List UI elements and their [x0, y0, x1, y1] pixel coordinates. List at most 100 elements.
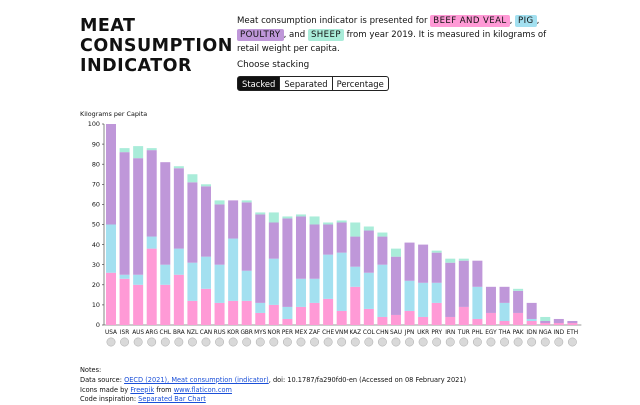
bar-poultry-tur [458, 260, 469, 307]
x-tick-label: GBR [240, 330, 253, 336]
bar-pig-vnm [336, 252, 347, 311]
x-tick-label: RUS [214, 330, 226, 336]
flag-icon-kor [228, 337, 238, 347]
x-tick-label: ISR [120, 330, 129, 336]
x-tick-label: EGY [485, 330, 497, 336]
bar-sheep-kaz [350, 222, 361, 237]
bar-sheep-gbr [241, 200, 252, 203]
bar-poultry-phl [472, 260, 483, 287]
bar-beef-phl [472, 318, 483, 325]
tag-beef: BEEF AND VEAL [430, 15, 510, 27]
y-tick-label: 0 [96, 321, 100, 329]
x-tick-label: USA [105, 330, 117, 336]
flag-icon-mys [255, 337, 265, 347]
x-tick-label: ETH [567, 330, 579, 336]
bar-beef-mys [255, 312, 266, 325]
flag-icon-nga [540, 337, 550, 347]
x-tick-label: COL [363, 330, 376, 336]
bar-beef-vnm [336, 310, 347, 325]
bar-pig-mys [255, 302, 266, 313]
x-tick-label: IND [554, 330, 565, 336]
flag-icon-nzl [188, 337, 197, 347]
x-tick-label: CHE [322, 330, 334, 336]
notes-heading: Notes: [80, 366, 102, 374]
bar-sheep-zaf [309, 216, 320, 225]
oecd-source-link[interactable]: OECD (2021), Meat consumption (indicator… [124, 375, 269, 384]
bar-sheep-bra [173, 166, 184, 169]
flag-icon-usa [106, 337, 116, 347]
bar-beef-nor [268, 304, 279, 325]
percentage-button[interactable]: Percentage [332, 76, 389, 91]
flag-icon-idn [527, 337, 537, 347]
x-tick-label: CAN [200, 330, 212, 336]
bar-pig-usa [106, 224, 116, 273]
flag-icon-jpn [405, 337, 414, 347]
bar-pig-pry [431, 282, 442, 303]
bar-beef-isr [119, 278, 130, 325]
bar-poultry-arg [146, 150, 157, 237]
bar-poultry-gbr [241, 202, 252, 271]
flag-icon-pry [432, 337, 442, 347]
x-tick-label: VNM [335, 330, 348, 336]
stacked-button[interactable]: Stacked [237, 76, 281, 91]
bar-beef-zaf [309, 302, 320, 325]
bar-poultry-usa [106, 124, 116, 225]
flag-icon-aus [133, 337, 143, 347]
bar-beef-rus [214, 302, 225, 325]
icons-mid: from [154, 385, 174, 394]
code-inspiration-link[interactable]: Separated Bar Chart [138, 395, 206, 404]
y-tick-label: 50 [92, 221, 100, 229]
x-tick-label: CHN [376, 330, 389, 336]
bar-beef-col [363, 308, 374, 325]
bar-beef-ukr [418, 316, 429, 325]
bar-poultry-chl [160, 162, 171, 265]
x-tick-label: NZL [187, 330, 199, 336]
freepik-link[interactable]: Freepik [130, 385, 155, 394]
bar-poultry-nzl [187, 182, 198, 263]
bar-beef-nga [540, 322, 551, 325]
bar-poultry-tha [499, 286, 510, 303]
bar-beef-che [323, 298, 334, 325]
bar-beef-bra [173, 274, 184, 325]
title-line-3: INDICATOR [80, 56, 193, 76]
intro-text: Meat consumption indicator is presented … [237, 14, 567, 56]
flag-icon-col [364, 337, 374, 347]
flag-icon-phl [472, 337, 482, 347]
flag-icon-mex [296, 337, 306, 347]
x-tick-label: KOR [227, 330, 239, 336]
bar-poultry-sau [390, 256, 401, 315]
bar-beef-irn [445, 316, 456, 325]
bar-poultry-can [200, 186, 211, 257]
flag-icon-ukr [418, 337, 428, 347]
bar-poultry-rus [214, 204, 225, 265]
bar-beef-mex [295, 306, 306, 325]
intro-part-1: Meat consumption indicator is presented … [237, 16, 431, 26]
bar-beef-can [200, 288, 211, 325]
flag-icon-per [283, 337, 292, 347]
bar-pig-che [323, 254, 334, 299]
bar-sheep-nor [268, 212, 279, 223]
bar-beef-tha [499, 320, 510, 325]
y-tick-label: 40 [92, 241, 100, 249]
bar-pig-phl [472, 286, 483, 319]
flag-icon-che [323, 337, 333, 347]
flaticon-link[interactable]: www.flaticon.com [173, 385, 232, 394]
x-tick-label: NGA [539, 330, 552, 336]
bar-sheep-irn [445, 258, 456, 263]
bar-sheep-mys [255, 212, 266, 215]
flag-icon-rus [215, 337, 224, 347]
stacking-toggle: Stacked Separated Percentage [237, 76, 389, 91]
bar-pig-col [363, 272, 374, 309]
intro-part-4: , and [283, 30, 308, 40]
bar-sheep-can [200, 184, 211, 187]
flag-icon-bra [174, 337, 184, 347]
title-line-2: CONSUMPTION [80, 36, 233, 56]
bar-pig-gbr [241, 270, 252, 301]
flag-icon-kaz [350, 337, 360, 347]
bar-sheep-sau [390, 248, 401, 257]
x-tick-label: PAK [513, 330, 524, 336]
separated-button[interactable]: Separated [280, 76, 333, 91]
bar-poultry-isr [119, 152, 130, 275]
bar-poultry-eth [567, 320, 578, 323]
